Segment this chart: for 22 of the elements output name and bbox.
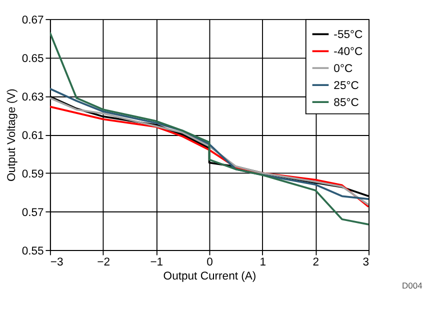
legend-label: 85°C bbox=[334, 96, 359, 109]
y-tick-label: 0.61 bbox=[22, 130, 44, 142]
y-tick-label: 0.57 bbox=[22, 206, 44, 219]
x-tick-label: −2 bbox=[97, 256, 110, 269]
x-axis-title: Output Current (A) bbox=[163, 270, 256, 283]
x-tick-label: 3 bbox=[362, 256, 370, 269]
text: D004 bbox=[402, 280, 423, 291]
y-tick-label: 0.65 bbox=[22, 52, 44, 65]
y-axis-title: Output Voltage (V) bbox=[6, 88, 18, 182]
legend-label: 0°C bbox=[334, 62, 353, 75]
legend-label: -55°C bbox=[334, 28, 363, 41]
legend-label: -40°C bbox=[334, 46, 363, 58]
x-tick-label: −3 bbox=[50, 256, 64, 269]
y-tick-label: 0.59 bbox=[22, 168, 44, 180]
y-tick-label: 0.67 bbox=[22, 14, 44, 26]
y-tick-label: 0.55 bbox=[22, 245, 44, 258]
x-tick-label: 1 bbox=[260, 256, 266, 269]
x-tick-label: −1 bbox=[150, 256, 164, 269]
legend-label: 25°C bbox=[334, 80, 359, 92]
x-tick-label: 0 bbox=[206, 256, 213, 269]
y-tick-label: 0.63 bbox=[22, 91, 44, 104]
x-tick-label: 2 bbox=[312, 256, 320, 269]
